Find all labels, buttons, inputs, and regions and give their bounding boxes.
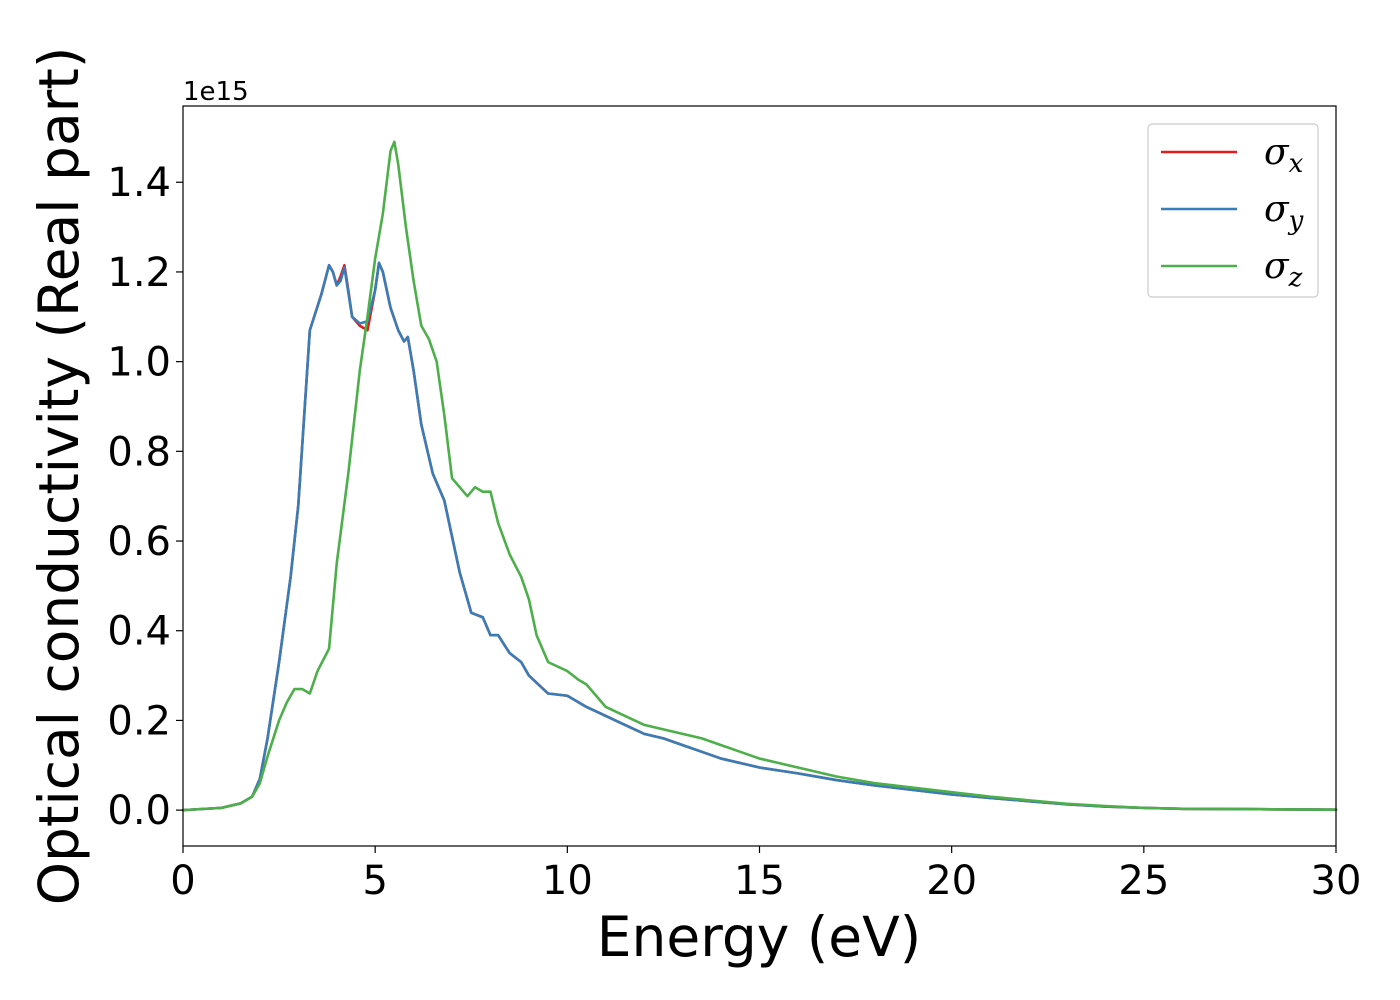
y-tick-label: 0.8: [107, 429, 171, 475]
series-line-y: [181, 261, 1338, 812]
x-tick-label: 10: [542, 858, 593, 904]
y-tick-label: 0.2: [107, 698, 171, 744]
x-tick-label: 25: [1118, 858, 1169, 904]
y-tick-label: 1.2: [107, 250, 171, 296]
x-tick-label: 0: [170, 858, 195, 904]
y-tick-label: 1.0: [107, 340, 171, 386]
legend-subscript: y: [1288, 206, 1304, 236]
series-layer: [181, 140, 1338, 812]
x-tick-label: 20: [926, 858, 977, 904]
x-axis-ticks: 0 5 10 15 20 25 30: [170, 846, 1361, 904]
y-tick-label: 0.0: [107, 788, 171, 834]
x-tick-label: 5: [362, 858, 387, 904]
x-axis-label: Energy (eV): [597, 905, 921, 969]
legend-subscript: x: [1289, 149, 1304, 179]
x-tick-label: 15: [734, 858, 785, 904]
legend-subscript: z: [1288, 263, 1303, 293]
series-line-z: [181, 140, 1338, 812]
legend-box: [1147, 123, 1319, 298]
y-offset-label: 1e15: [183, 77, 249, 107]
x-tick-label: 30: [1311, 858, 1362, 904]
y-tick-label: 0.6: [107, 519, 171, 565]
y-axis-label: Optical conductivity (Real part): [27, 47, 91, 906]
y-tick-label: 1.4: [107, 160, 171, 206]
y-axis-ticks: 0.0 0.2 0.4 0.6 0.8 1.0 1.2 1.4: [107, 160, 183, 834]
y-tick-label: 0.4: [107, 609, 171, 655]
